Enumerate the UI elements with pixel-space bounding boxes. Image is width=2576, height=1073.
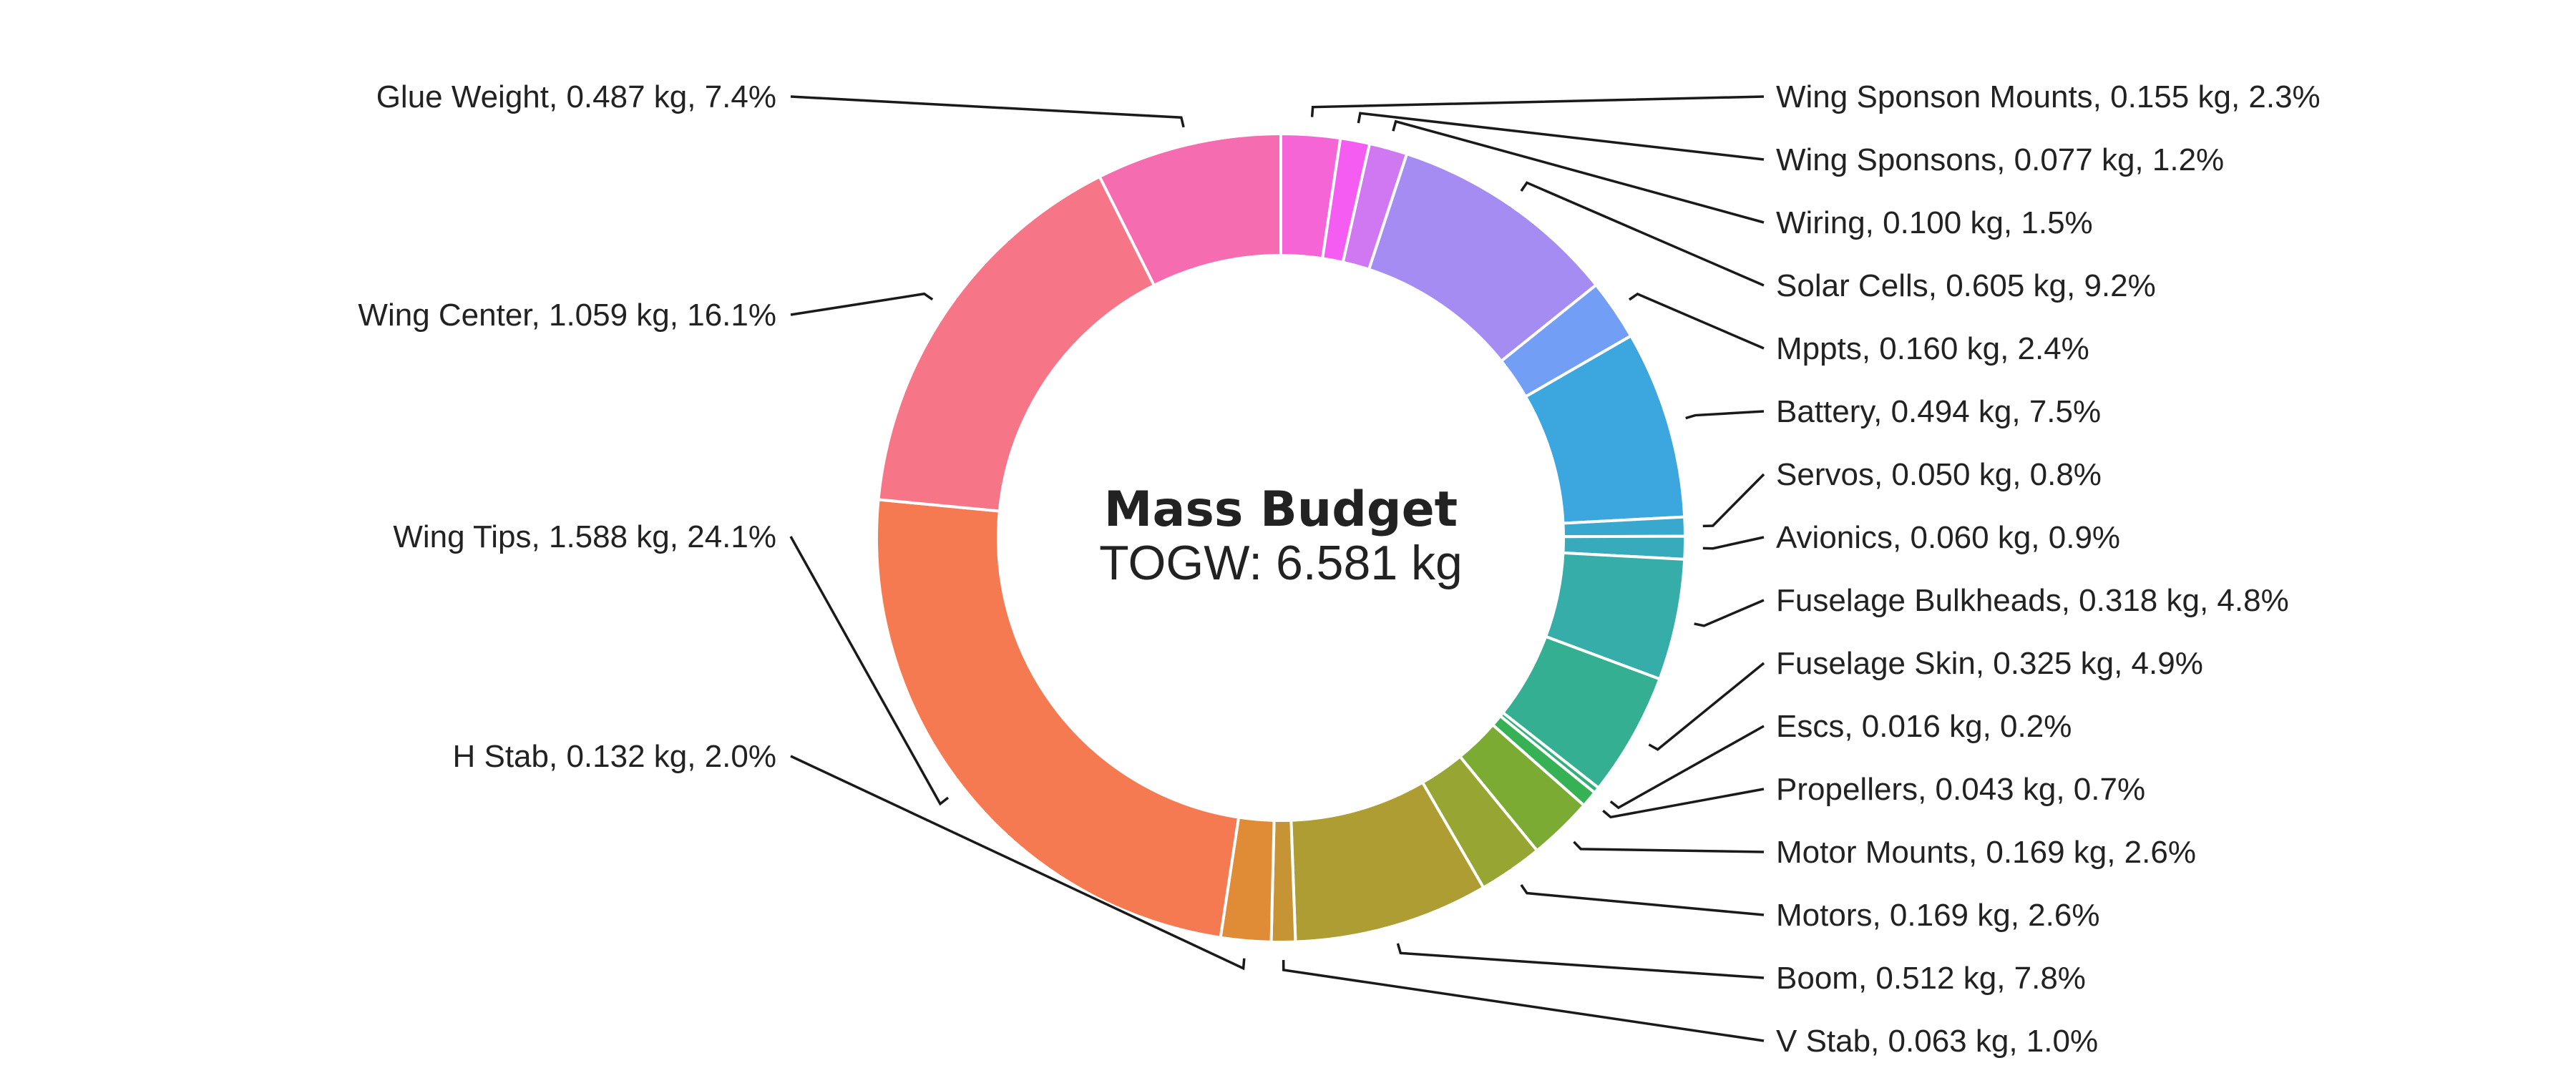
leader-v-stab xyxy=(1282,959,1765,1042)
donut-slices xyxy=(875,132,1687,944)
label-fuselage-skin: Fuselage Skin, 0.325 kg, 4.9% xyxy=(1776,646,2203,681)
label-boom: Boom, 0.512 kg, 7.8% xyxy=(1776,961,2086,996)
leader-wiring xyxy=(1392,119,1765,224)
slice-glue-weight xyxy=(1098,132,1282,288)
center-title: Mass Budget xyxy=(1104,481,1458,538)
label-h-stab: H Stab, 0.132 kg, 2.0% xyxy=(452,739,776,774)
leader-wing-center xyxy=(790,292,934,316)
label-fuselage-bulkheads: Fuselage Bulkheads, 0.318 kg, 4.8% xyxy=(1776,583,2289,618)
label-wing-sponsons: Wing Sponsons, 0.077 kg, 1.2% xyxy=(1776,142,2224,177)
label-wing-center: Wing Center, 1.059 kg, 16.1% xyxy=(358,298,776,333)
leader-glue-weight xyxy=(790,95,1185,128)
label-motors: Motors, 0.169 kg, 2.6% xyxy=(1776,898,2099,933)
leader-motor-mounts xyxy=(1573,841,1765,853)
label-v-stab: V Stab, 0.063 kg, 1.0% xyxy=(1776,1024,2098,1059)
leader-h-stab xyxy=(790,755,1246,971)
label-avionics: Avionics, 0.060 kg, 0.9% xyxy=(1776,520,2120,555)
leader-fuselage-bulkheads xyxy=(1694,599,1765,627)
leader-boom xyxy=(1396,943,1765,979)
label-wiring: Wiring, 0.100 kg, 1.5% xyxy=(1776,205,2093,240)
label-battery: Battery, 0.494 kg, 7.5% xyxy=(1776,394,2101,429)
leader-lines xyxy=(789,95,1765,1042)
leader-servos xyxy=(1702,473,1765,528)
label-glue-weight: Glue Weight, 0.487 kg, 7.4% xyxy=(376,79,776,114)
label-solar-cells: Solar Cells, 0.605 kg, 9.2% xyxy=(1776,268,2156,303)
leader-battery xyxy=(1685,410,1765,420)
label-wing-tips: Wing Tips, 1.588 kg, 24.1% xyxy=(393,519,776,554)
leader-wing-tips xyxy=(789,536,950,806)
leader-wing-sponson-mounts xyxy=(1310,95,1765,117)
leader-solar-cells xyxy=(1520,181,1765,287)
leader-fuselage-skin xyxy=(1648,662,1765,751)
center-subtitle: TOGW: 6.581 kg xyxy=(1099,536,1463,590)
slice-wing-center xyxy=(877,175,1156,513)
leader-propellers xyxy=(1602,788,1765,819)
leader-wing-sponsons xyxy=(1357,112,1765,161)
label-motor-mounts: Motor Mounts, 0.169 kg, 2.6% xyxy=(1776,835,2196,870)
leader-avionics xyxy=(1702,536,1765,550)
leader-escs xyxy=(1609,725,1765,810)
slice-labels: Wing Sponson Mounts, 0.155 kg, 2.3% Wing … xyxy=(358,79,2320,1059)
label-escs: Escs, 0.016 kg, 0.2% xyxy=(1776,709,2072,744)
leader-mppts xyxy=(1628,292,1765,350)
label-wing-sponson-mounts: Wing Sponson Mounts, 0.155 kg, 2.3% xyxy=(1776,79,2321,114)
slice-wing-tips xyxy=(875,498,1241,939)
label-propellers: Propellers, 0.043 kg, 0.7% xyxy=(1776,772,2145,807)
label-servos: Servos, 0.050 kg, 0.8% xyxy=(1776,457,2102,492)
label-mppts: Mppts, 0.160 kg, 2.4% xyxy=(1776,331,2089,366)
leader-motors xyxy=(1520,884,1765,916)
